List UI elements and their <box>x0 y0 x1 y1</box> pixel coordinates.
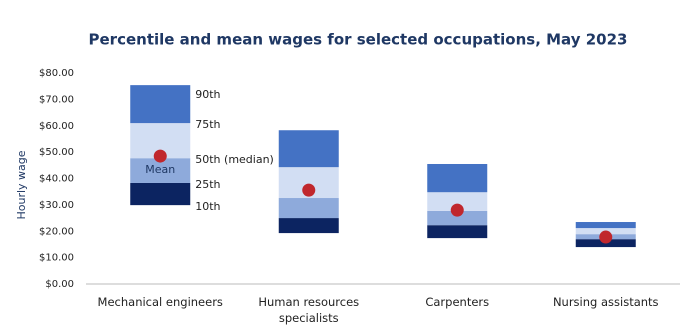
y-tick-label: $40.00 <box>39 174 74 185</box>
x-tick-label: Carpenters <box>425 295 490 309</box>
y-tick-label: $30.00 <box>39 200 74 211</box>
percentile-segment <box>130 182 191 206</box>
percentile-label: 10th <box>195 200 220 213</box>
y-tick-label: $20.00 <box>39 226 74 237</box>
y-tick-label: $60.00 <box>39 121 74 132</box>
y-tick-label: $10.00 <box>39 253 74 264</box>
x-tick-label: Human resources specialists <box>258 295 360 325</box>
percentile-segment <box>427 225 488 239</box>
chart-title: Percentile and mean wages for selected o… <box>89 31 628 49</box>
percentile-segment <box>575 222 636 229</box>
mean-dot <box>599 230 613 244</box>
percentile-label: 75th <box>195 118 220 131</box>
percentile-segment <box>427 163 488 193</box>
y-axis-label: Hourly wage <box>15 150 28 219</box>
percentile-label: 50th (median) <box>195 153 274 166</box>
percentile-label: 90th <box>195 88 220 101</box>
percentile-segment <box>427 192 488 211</box>
y-tick-label: $80.00 <box>39 68 74 79</box>
percentile-segment <box>278 130 339 168</box>
percentile-segment <box>278 198 339 219</box>
percentile-label: 25th <box>195 178 220 191</box>
y-tick-label: $70.00 <box>39 94 74 105</box>
mean-label: Mean <box>145 163 175 176</box>
percentile-segment <box>278 218 339 234</box>
x-tick-label: Mechanical engineers <box>97 295 223 309</box>
y-tick-label: $0.00 <box>45 279 74 290</box>
mean-dot <box>450 203 464 217</box>
x-tick-label: Nursing assistants <box>552 295 659 309</box>
y-tick-label: $50.00 <box>39 147 74 158</box>
mean-dot <box>302 183 316 197</box>
mean-dot <box>153 149 167 163</box>
percentile-segment <box>130 85 191 124</box>
percentile-segment <box>427 210 488 226</box>
